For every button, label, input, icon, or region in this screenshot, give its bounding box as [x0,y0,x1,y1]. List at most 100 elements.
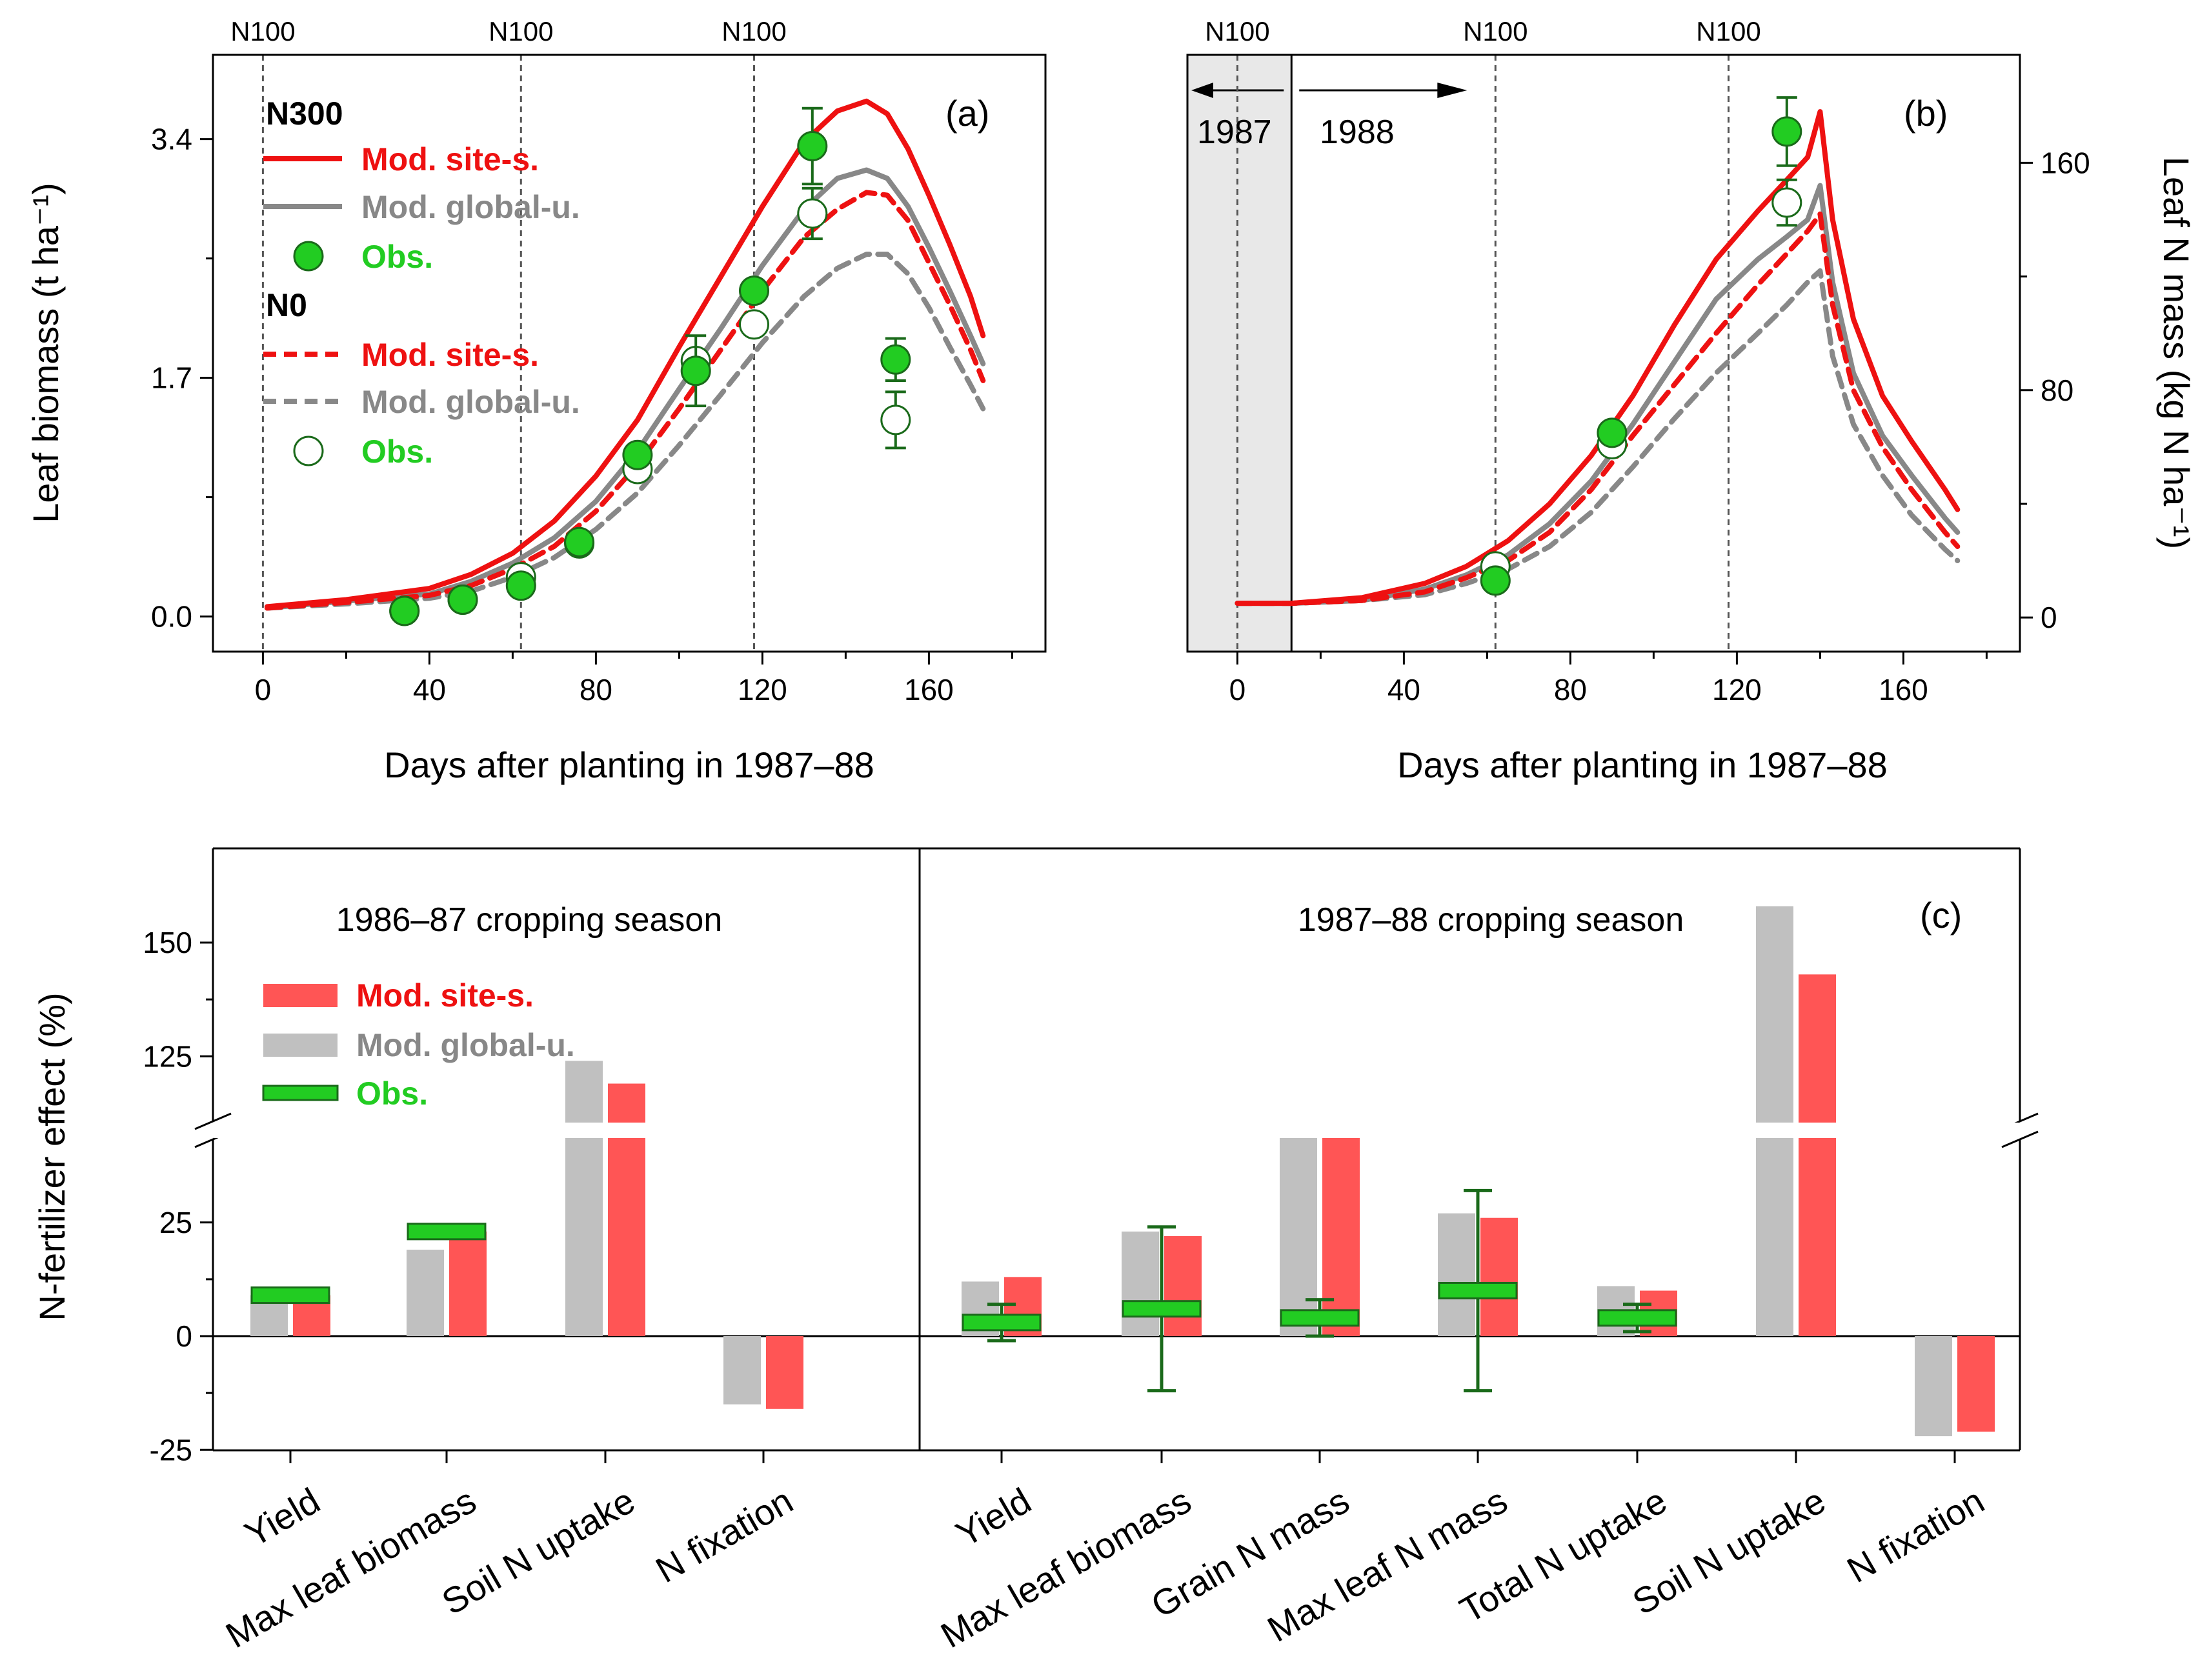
panel-c-category-label: N fixation [649,1480,800,1590]
panel-a-xtick-label: 0 [255,673,272,706]
obs-marker-max-leaf-biomass [407,1223,487,1241]
bar-global-max-leaf-biomass [407,1250,444,1336]
panel-c-legend: Mod. site-s. Mod. global-u. Obs. [262,977,575,1112]
bar-site-soil-n-uptake [608,1083,645,1336]
panel-c-ytick-label: 125 [143,1039,192,1073]
bar-global-grain-n-mass [1280,1135,1317,1336]
legend-n0-site-label: Mod. site-s. [361,337,539,373]
panel-a-series-n300-mod-site-s- [264,98,986,610]
bar-site-grain-n-mass [1322,1135,1360,1336]
panel-a-obs-point [797,130,828,161]
panel-c-ytick-label: 0 [176,1319,192,1353]
panel-b-obs-point [1480,565,1511,596]
panel-a-ylabel: Leaf biomass (t ha⁻¹) [25,183,66,523]
panel-c-ylabel: N-fertilizer effect (%) [32,992,72,1321]
panel-a-xlabel: Days after planting in 1987–88 [384,745,874,785]
obs-marker-yield [250,1286,330,1305]
obs-marker-total-n-uptake [1597,1309,1677,1327]
bar-site-max-leaf-biomass [1164,1235,1202,1336]
legend-n0-global-label: Mod. global-u. [361,384,580,420]
panel-b-xtick-label: 0 [1229,673,1246,706]
panel-b-series-n300-mod-site-s- [1235,109,1961,606]
panel-c-ytick-label: 150 [143,926,192,959]
obs-marker-max-leaf-biomass [1122,1300,1202,1318]
panel-a-fertilization-label: N100 [489,16,553,46]
panel-a-obs-point [880,405,911,435]
legend-n0-title: N0 [266,287,307,323]
legend-n300-obs-marker [293,241,324,272]
panel-b-ytick-label: 80 [2041,374,2073,407]
panel-a-obs-point [739,309,769,340]
panel-c-ytick-label: -25 [150,1433,192,1466]
panel-b-ylabel: Leaf N mass (kg N ha⁻¹) [2156,157,2197,549]
panel-a-frame [212,54,1047,653]
panel-a-ytick-label: 1.7 [151,361,192,395]
season-label-1986-87: 1986–87 cropping season [336,901,722,939]
panel-b-obs-point [1597,417,1628,448]
panel-c-ytick-label: 25 [159,1206,192,1239]
season-label-1987-88: 1987–88 cropping season [1298,901,1684,939]
bar-global-n-fixation [723,1336,761,1405]
panel-b-frame [1186,54,2021,653]
panel-a-obs-point [797,198,828,229]
legend-bar-global-label: Mod. global-u. [356,1027,575,1063]
panel-c-category-label: N fixation [1840,1480,1991,1590]
bar-site-soil-n-uptake [1799,974,1836,1336]
legend-bar-site-swatch [263,984,338,1007]
legend-n300-obs-label: Obs. [361,239,433,275]
legend-bar-obs-swatch [262,1085,339,1101]
panel-a-obs-point [739,275,769,306]
panel-c-category-label: Yield [237,1480,327,1555]
panel-b-series-n0-mod-global-u- [1235,268,1961,606]
panel-b-fertilization-label: N100 [1463,16,1528,46]
panel-b-xtick-label: 40 [1387,673,1420,706]
panel-b-ytick-label: 160 [2041,146,2090,179]
legend-n300-global-label: Mod. global-u. [361,189,580,225]
panel-a-obs-point [622,439,653,470]
panel-a-ytick-label: 0.0 [151,600,192,634]
panel-b-xtick-label: 80 [1554,673,1587,706]
obs-marker-max-leaf-n-mass [1438,1282,1518,1299]
bar-global-soil-n-uptake [565,1061,603,1336]
panel-b-label: (b) [1904,93,1948,134]
panel-a-series-n0-mod-global-u- [264,252,986,611]
panel-b-series-n300-mod-global-u- [1235,183,1961,606]
bar-site-max-leaf-biomass [449,1231,487,1336]
arrow-1987-head [1191,83,1213,98]
panel-a-obs-point [447,584,478,615]
panel-a-obs-point [389,595,420,626]
panel-a-xtick-label: 80 [580,673,612,706]
axis-break-mark-right [2001,1130,2039,1148]
panel-c-category-label: Max leaf biomass [219,1480,483,1655]
bar-site-n-fixation [766,1336,803,1409]
bar-site-n-fixation [1957,1336,1995,1432]
legend-n0-obs-marker [293,435,324,466]
year-label-1987: 1987 [1197,114,1272,151]
panel-c-axis-break-gap [214,1123,2019,1138]
bar-global-soil-n-uptake [1756,906,1793,1336]
legend-n0-obs-label: Obs. [361,434,433,470]
panel-a-leaf-biomass: N100 N100 N100 0 40 80 120 160 0.0 1.7 3.4 (a) N30… [25,16,1047,785]
panel-b-ytick-label: 0 [2041,601,2057,634]
panel-a-ytick-label: 3.4 [151,123,192,156]
obs-marker-yield [962,1314,1042,1332]
bar-global-max-leaf-biomass [1122,1231,1159,1336]
bar-global-max-leaf-n-mass [1438,1213,1475,1336]
panel-b-fertilization-label: N100 [1696,16,1760,46]
panel-a-label: (a) [945,93,989,134]
panel-b-xtick-label: 160 [1879,673,1928,706]
obs-marker-grain-n-mass [1280,1309,1360,1327]
bar-global-n-fixation [1915,1336,1952,1437]
panel-b-obs-point [1771,116,1802,147]
year-label-1988: 1988 [1320,114,1395,151]
panel-a-xtick-label: 160 [904,673,954,706]
arrow-1988-head [1437,83,1468,98]
panel-b-shaded-region [1187,55,1292,652]
legend-bar-global-swatch [263,1034,338,1057]
panel-a-obs-point [505,570,536,601]
panel-a-xtick-label: 40 [413,673,446,706]
panel-a-obs-point [680,355,711,386]
panel-a-obs-point [564,526,595,557]
panel-b-xtick-label: 120 [1712,673,1762,706]
